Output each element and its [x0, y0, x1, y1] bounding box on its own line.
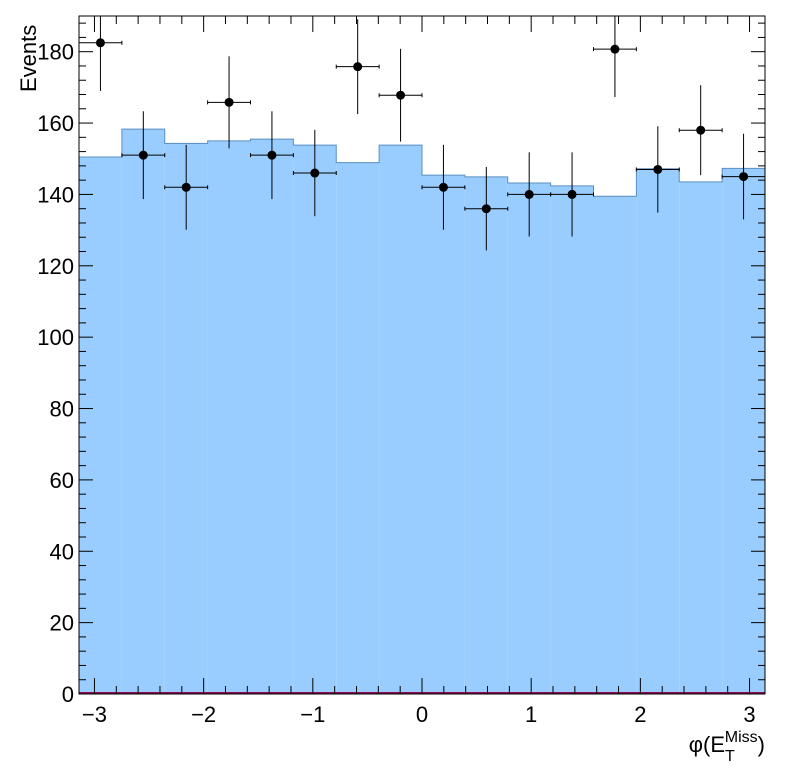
- data-point: [421, 144, 466, 230]
- data-point: [164, 144, 209, 230]
- data-marker: [696, 125, 706, 135]
- data-marker: [95, 38, 105, 48]
- data-marker: [181, 182, 191, 192]
- x-axis-title-superscript: Miss: [725, 729, 758, 746]
- data-point: [635, 126, 680, 213]
- data-marker: [224, 97, 234, 107]
- histogram-bin: [593, 196, 637, 694]
- y-tick-label: 0: [62, 682, 74, 707]
- data-marker: [438, 182, 448, 192]
- data-point: [292, 129, 337, 217]
- data-point: [721, 133, 766, 220]
- data-marker: [267, 150, 277, 160]
- data-point: [378, 48, 423, 142]
- histogram-bin: [164, 143, 208, 694]
- x-tick-label: −2: [191, 702, 216, 727]
- histogram-bin: [79, 156, 122, 694]
- x-tick-label: 1: [525, 702, 537, 727]
- x-tick-label: 2: [634, 702, 646, 727]
- y-tick-label: 100: [37, 325, 74, 350]
- y-axis-title: Events: [16, 25, 41, 92]
- histogram-outline: [79, 128, 765, 197]
- y-tick-label: 140: [37, 182, 74, 207]
- histogram-layer: [79, 128, 765, 695]
- histogram-bin: [336, 162, 380, 694]
- x-tick-label: −3: [82, 702, 107, 727]
- y-tick-label: 120: [37, 254, 74, 279]
- y-axis-ticks: 0 20 40 60 80 100 120 140 160 180: [37, 22, 765, 707]
- data-point: [121, 111, 166, 200]
- x-axis-title-close: ): [758, 732, 765, 757]
- data-point: [250, 111, 294, 200]
- histogram-bin: [507, 183, 551, 694]
- data-marker: [524, 189, 534, 199]
- data-marker: [653, 164, 663, 174]
- data-marker: [739, 172, 749, 182]
- data-marker: [610, 44, 620, 54]
- x-tick-label: 0: [416, 702, 428, 727]
- data-point: [207, 56, 251, 149]
- histogram-bin: [121, 129, 165, 694]
- y-tick-label: 40: [50, 539, 74, 564]
- histogram-bin: [207, 140, 251, 695]
- y-tick-label: 180: [37, 40, 74, 65]
- data-point: [78, 16, 123, 91]
- histogram-bin: [422, 175, 465, 694]
- histogram-bin: [679, 181, 723, 694]
- data-marker: [567, 189, 577, 199]
- data-point: [507, 152, 552, 237]
- histogram-bin: [379, 145, 422, 694]
- data-marker: [481, 204, 491, 214]
- svg-text:φ(ETMiss): φ(ET Miss): [689, 729, 765, 765]
- x-axis-title-subscript: T: [725, 748, 735, 765]
- x-tick-label: 3: [743, 702, 755, 727]
- y-tick-label: 160: [37, 111, 74, 136]
- data-point: [550, 152, 594, 237]
- x-axis-title: φ(ET Miss): [689, 729, 765, 765]
- histogram-bin: [550, 185, 594, 694]
- data-marker: [138, 150, 148, 160]
- histogram-bin: [250, 139, 294, 694]
- histogram-bin: [636, 168, 680, 695]
- x-axis-title-main: φ(E: [689, 732, 725, 757]
- x-tick-label: −1: [300, 702, 325, 727]
- y-tick-label: 60: [50, 468, 74, 493]
- data-point: [335, 19, 380, 115]
- data-points-layer: [78, 16, 766, 251]
- y-tick-label: 20: [50, 611, 74, 636]
- data-point: [593, 16, 637, 98]
- data-point: [678, 85, 723, 176]
- data-marker: [353, 62, 363, 72]
- data-point: [464, 166, 509, 251]
- histogram-bin: [293, 145, 337, 694]
- y-tick-label: 80: [50, 397, 74, 422]
- x-axis-ticks: −3 −2 −1 0 1 2 3: [82, 16, 756, 727]
- histogram-bin: [464, 176, 508, 694]
- data-marker: [310, 168, 320, 178]
- data-marker: [396, 90, 406, 100]
- histogram-bin: [722, 168, 765, 694]
